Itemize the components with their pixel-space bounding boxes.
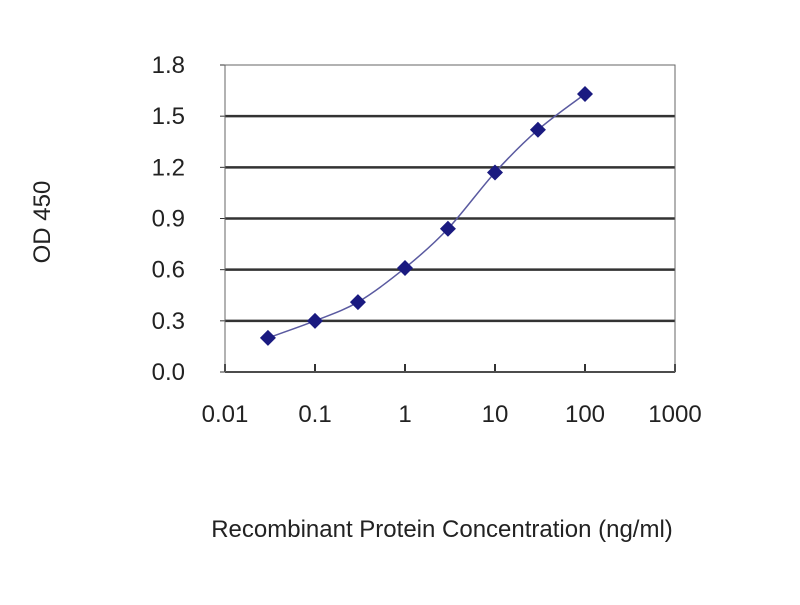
x-tick-label: 1 [398,401,411,428]
data-point [577,85,593,102]
data-point [439,220,456,237]
y-tick-label: 1.2 [152,154,185,181]
x-tick-label: 10 [482,401,509,428]
data-point [487,164,503,181]
data-point [259,329,276,346]
x-tick-label: 0.1 [298,401,331,428]
x-axis-label: Recombinant Protein Concentration (ng/ml… [211,516,673,543]
plot-area-border [224,64,676,373]
y-tick-label: 0.6 [152,257,185,284]
y-tick-labels: 0.0 0.3 0.6 0.9 1.2 1.5 1.8 [152,52,185,386]
y-tick-label: 0.0 [152,359,185,386]
data-point [397,259,413,276]
x-tick-label: 1000 [648,401,701,428]
x-tick-label: 100 [565,401,605,428]
y-tick-label: 0.3 [152,308,185,335]
y-tick-label: 0.9 [152,206,185,233]
grid [220,64,676,373]
y-tick-label: 1.8 [152,52,185,79]
x-tick-label: 0.01 [202,401,249,428]
y-axis-label: OD 450 [29,181,56,264]
data-point [349,294,366,311]
data-point [529,121,546,138]
data-points [259,85,593,346]
data-point [307,312,323,329]
x-tick-labels: 0.01 0.1 1 10 100 1000 [202,401,702,428]
y-tick-label: 1.5 [152,103,185,130]
